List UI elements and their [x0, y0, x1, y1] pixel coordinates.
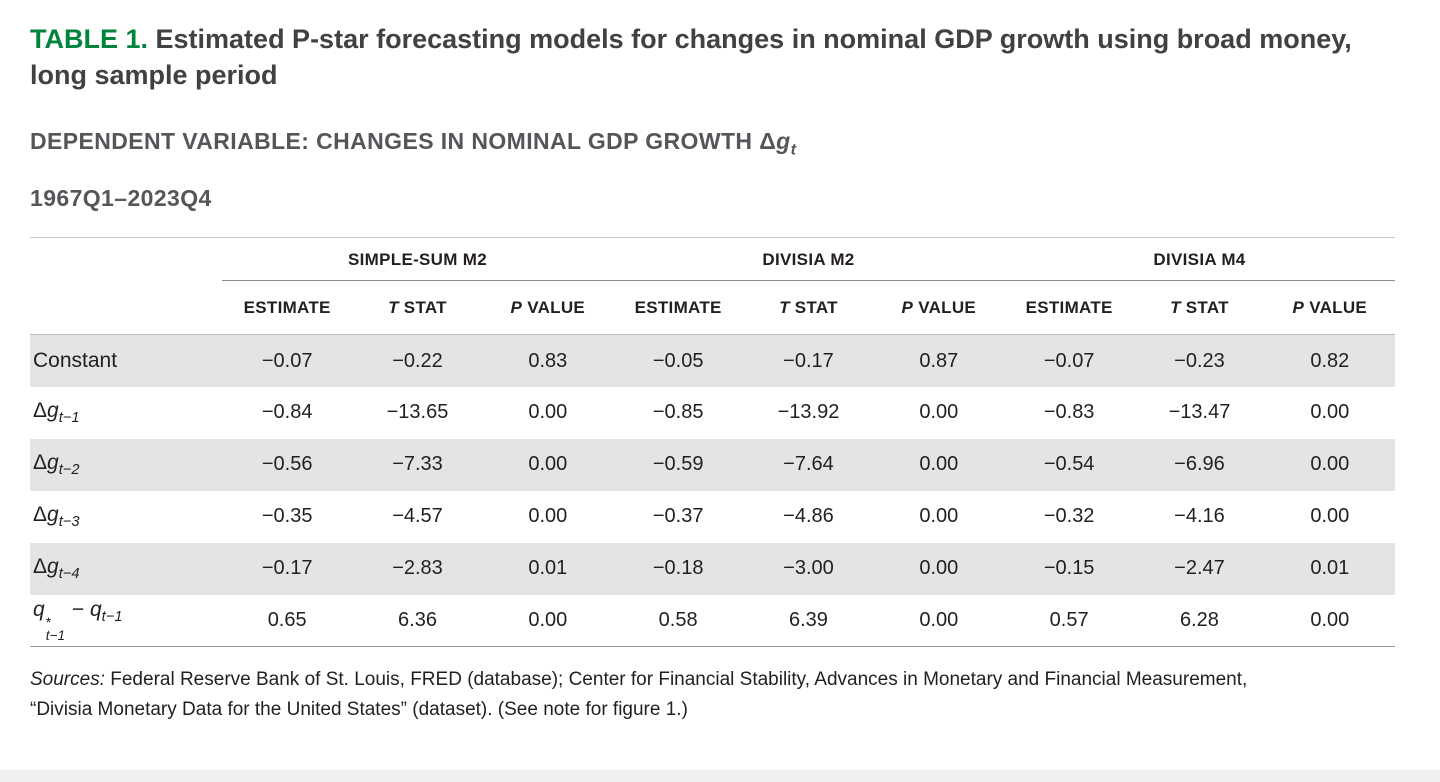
value-cell: 0.58 [658, 609, 698, 632]
row-label: Δgt−3 [33, 503, 80, 531]
value-cell: 6.28 [1179, 609, 1219, 632]
value-cell: −2.47 [1174, 557, 1225, 580]
value-cell: 0.00 [919, 505, 959, 528]
table-number-label: TABLE 1. [30, 24, 149, 54]
value-cell: −13.65 [386, 401, 449, 424]
value-cell: 0.00 [919, 609, 959, 632]
value-cell: −0.84 [261, 401, 313, 424]
row-label: Δgt−2 [33, 451, 80, 479]
value-cell: −4.86 [783, 505, 834, 528]
column-header: T STAT [743, 280, 874, 336]
value-cell: 0.01 [1310, 557, 1350, 580]
table-head: SIMPLE-SUM M2 DIVISIA M2 DIVISIA M4 ESTIMAT… [30, 237, 1395, 336]
value-cell: 0.65 [267, 609, 307, 632]
value-cell: −13.92 [777, 401, 840, 424]
column-header: P VALUE [482, 280, 613, 336]
value-cell: 0.00 [528, 453, 568, 476]
column-header: T STAT [352, 280, 483, 336]
row-label: Δgt−1 [33, 399, 80, 427]
value-cell: −0.07 [261, 349, 313, 372]
table-title-text: Estimated P-star forecasting models for … [30, 24, 1352, 90]
table-row-delta-g-t-4: Δgt−4 −0.17 −2.83 0.01 −0.18 −3.00 0.00 −0.15 −2… [30, 542, 1395, 595]
value-cell: 0.57 [1049, 609, 1089, 632]
value-cell: −0.54 [1043, 453, 1095, 476]
column-header: T STAT [1134, 280, 1265, 336]
value-cell: −0.35 [261, 505, 313, 528]
value-cell: 0.00 [919, 453, 959, 476]
table-row-constant: Constant −0.07 −0.22 0.83 −0.05 −0.17 0.87 −0.0… [30, 334, 1395, 387]
table-row-delta-g-t-2: Δgt−2 −0.56 −7.33 0.00 −0.59 −7.64 0.00 −0.54 −6… [30, 438, 1395, 491]
value-cell: 0.83 [528, 349, 568, 372]
column-header: ESTIMATE [612, 280, 744, 336]
document-page: TABLE 1. Estimated P-star forecasting mo… [30, 22, 1395, 724]
table-body: Constant −0.07 −0.22 0.83 −0.05 −0.17 0.87 −0.0… [30, 334, 1395, 647]
row-label: q * t−1 − qt−1 [33, 598, 123, 644]
value-cell: −2.83 [392, 557, 443, 580]
row-label: Constant [33, 349, 118, 373]
value-cell: 0.00 [1310, 505, 1350, 528]
value-cell: −0.22 [392, 349, 443, 372]
value-cell: 0.00 [1310, 453, 1350, 476]
value-cell: 0.00 [919, 401, 959, 424]
table-row-delta-g-t-3: Δgt−3 −0.35 −4.57 0.00 −0.37 −4.86 0.00 −0.32 −4… [30, 491, 1395, 543]
value-cell: −0.37 [652, 505, 704, 528]
value-cell: −0.18 [652, 557, 704, 580]
corner-cell [30, 280, 222, 336]
dependent-variable-heading: DEPENDENT VARIABLE: CHANGES IN NOMINAL G… [30, 127, 797, 159]
value-cell: −7.64 [783, 453, 834, 476]
supsub-script: * t−1 [45, 614, 66, 644]
value-cell: −0.32 [1043, 505, 1095, 528]
value-cell: −0.15 [1043, 557, 1095, 580]
value-cell: −7.33 [392, 453, 443, 476]
value-cell: −0.07 [1043, 349, 1095, 372]
value-cell: −0.23 [1174, 349, 1225, 372]
column-header: P VALUE [873, 280, 1004, 336]
value-cell: 0.00 [528, 401, 568, 424]
value-cell: −0.85 [652, 401, 704, 424]
results-table: SIMPLE-SUM M2 DIVISIA M2 DIVISIA M4 ESTIMAT… [30, 237, 1395, 648]
value-cell: −0.83 [1043, 401, 1095, 424]
value-cell: 0.00 [919, 557, 959, 580]
page-bottom-edge [0, 770, 1440, 782]
value-cell: −3.00 [783, 557, 834, 580]
value-cell: −0.17 [783, 349, 834, 372]
value-cell: −0.17 [261, 557, 313, 580]
group-header-row: SIMPLE-SUM M2 DIVISIA M2 DIVISIA M4 [30, 237, 1395, 282]
value-cell: 0.00 [528, 505, 568, 528]
row-label: Δgt−4 [33, 555, 80, 583]
value-cell: 0.82 [1310, 349, 1350, 372]
column-header: ESTIMATE [222, 280, 353, 336]
group-header-1: SIMPLE-SUM M2 [222, 237, 613, 282]
value-cell: 6.39 [789, 609, 828, 632]
sources-note: Sources: Federal Reserve Bank of St. Lou… [30, 665, 1300, 724]
table-row-delta-g-t-1: Δgt−1 −0.84 −13.65 0.00 −0.85 −13.92 0.00 −0.83… [30, 387, 1395, 439]
value-cell: 0.00 [1310, 401, 1350, 424]
value-cell: 0.01 [528, 557, 568, 580]
value-cell: −4.57 [392, 505, 443, 528]
table-row-q-star-gap: q * t−1 − qt−1 0.65 6.36 0.00 0.58 6.39 0.00 0.57… [30, 595, 1395, 647]
value-cell: −6.96 [1174, 453, 1225, 476]
sources-text: Federal Reserve Bank of St. Louis, FRED … [30, 669, 1248, 720]
value-cell: 6.36 [398, 609, 437, 632]
group-header-2: DIVISIA M2 [612, 237, 1004, 282]
value-cell: 0.00 [1310, 609, 1350, 632]
value-cell: −0.05 [652, 349, 704, 372]
sources-label: Sources: [30, 669, 105, 691]
value-cell: −13.47 [1168, 401, 1231, 424]
value-cell: −0.59 [652, 453, 704, 476]
column-header: P VALUE [1264, 280, 1395, 336]
value-cell: −0.56 [261, 453, 313, 476]
column-header: ESTIMATE [1003, 280, 1135, 336]
value-cell: −4.16 [1174, 505, 1225, 528]
corner-cell [30, 238, 222, 281]
column-header-row: ESTIMATE T STAT P VALUE ESTIMATE T STAT P VAL… [30, 280, 1395, 336]
sample-period: 1967Q1–2023Q4 [30, 185, 212, 212]
value-cell: 0.87 [919, 349, 959, 372]
table-title: TABLE 1. Estimated P-star forecasting mo… [30, 22, 1395, 94]
group-header-3: DIVISIA M4 [1003, 237, 1395, 282]
value-cell: 0.00 [528, 609, 568, 632]
